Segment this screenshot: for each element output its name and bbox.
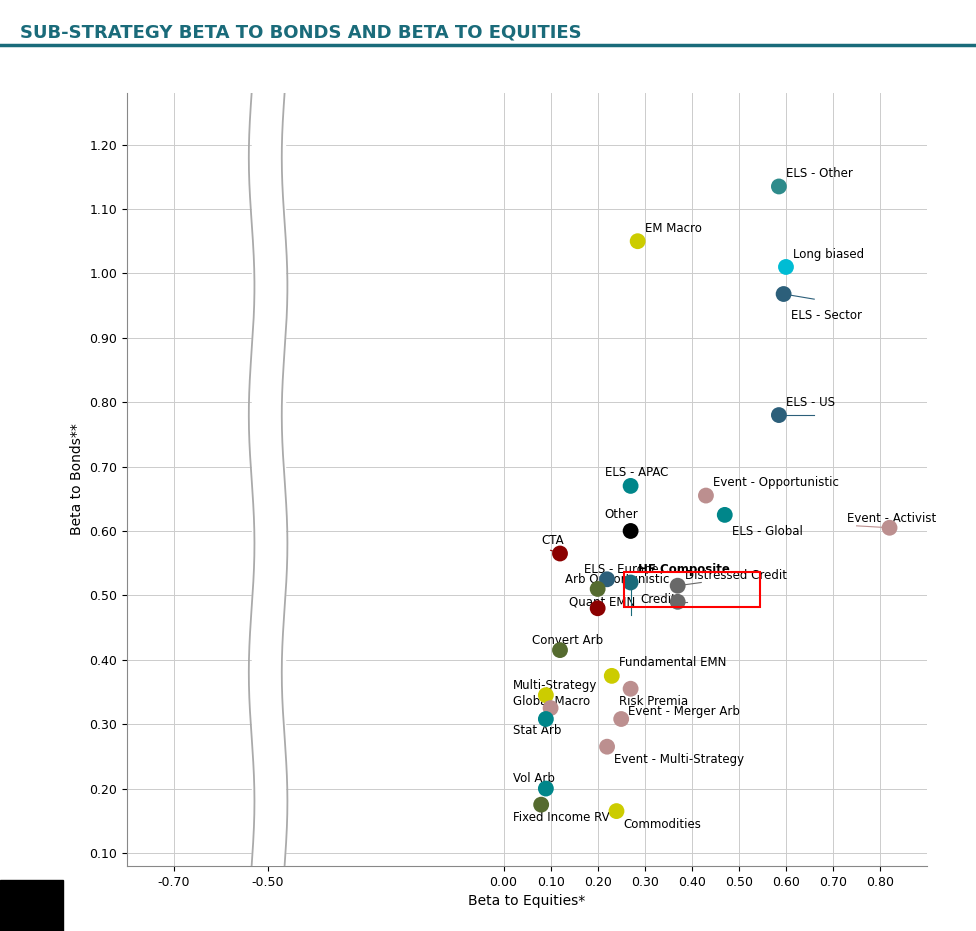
Text: Event - Opportunistic: Event - Opportunistic (713, 476, 838, 489)
Text: Commodities: Commodities (624, 817, 702, 830)
Point (538, 781, 553, 796)
Text: ELS - APAC: ELS - APAC (605, 466, 669, 479)
Text: Event - Merger Arb: Event - Merger Arb (629, 705, 740, 718)
Text: Multi-Strategy: Multi-Strategy (513, 679, 597, 692)
Text: Credit: Credit (640, 593, 676, 606)
Point (590, 582, 605, 597)
Point (623, 479, 638, 493)
Point (778, 260, 793, 275)
Point (623, 523, 638, 538)
Point (590, 600, 605, 615)
Text: ELS - Other: ELS - Other (786, 167, 853, 180)
Bar (252, 93, 285, 866)
Text: Fundamental EMN: Fundamental EMN (619, 656, 726, 669)
Bar (624, 573, 760, 607)
FancyBboxPatch shape (0, 880, 63, 931)
Text: Other: Other (605, 508, 638, 521)
Point (552, 642, 568, 657)
Text: Event - Multi-Strategy: Event - Multi-Strategy (614, 753, 745, 766)
Y-axis label: Beta to Bonds**: Beta to Bonds** (69, 424, 84, 535)
Point (623, 575, 638, 590)
Text: Risk Premia: Risk Premia (619, 695, 688, 708)
Text: CTA: CTA (541, 534, 564, 547)
Text: Arb Opportunistic: Arb Opportunistic (565, 573, 670, 586)
Text: ELS - US: ELS - US (786, 396, 834, 409)
Point (552, 546, 568, 561)
Point (623, 681, 638, 696)
Point (771, 179, 787, 194)
Point (881, 520, 897, 535)
Point (599, 572, 615, 587)
Text: Fixed Income RV: Fixed Income RV (513, 811, 610, 824)
Point (538, 711, 553, 726)
Point (670, 578, 685, 593)
Point (533, 797, 549, 812)
Point (776, 287, 792, 302)
Text: ELS - Global: ELS - Global (732, 524, 802, 537)
Text: Long biased: Long biased (793, 248, 864, 261)
Text: ELS - Europe: ELS - Europe (584, 563, 658, 576)
Text: Vol Arb: Vol Arb (513, 773, 554, 786)
Text: Global Macro: Global Macro (513, 695, 590, 708)
Point (599, 739, 615, 754)
Point (543, 701, 558, 716)
Text: Stat Arb: Stat Arb (513, 724, 561, 737)
Text: EM Macro: EM Macro (645, 222, 702, 235)
Point (604, 668, 620, 683)
Point (609, 803, 625, 818)
X-axis label: Beta to Equities*: Beta to Equities* (468, 894, 586, 908)
Text: SUB-STRATEGY BETA TO BONDS AND BETA TO EQUITIES: SUB-STRATEGY BETA TO BONDS AND BETA TO E… (20, 23, 581, 41)
Point (613, 711, 629, 726)
Text: ELS - Sector: ELS - Sector (791, 309, 862, 322)
Text: Distressed Credit: Distressed Credit (685, 570, 787, 583)
Text: Convert Arb: Convert Arb (532, 634, 603, 647)
Text: HF Composite: HF Composite (637, 563, 729, 576)
Point (698, 488, 713, 503)
Text: Event - Activist: Event - Activist (847, 511, 936, 524)
Point (771, 408, 787, 423)
Point (630, 234, 645, 249)
Text: Quant EMN: Quant EMN (569, 595, 635, 608)
Point (670, 594, 685, 609)
Point (538, 688, 553, 703)
Point (717, 507, 733, 522)
